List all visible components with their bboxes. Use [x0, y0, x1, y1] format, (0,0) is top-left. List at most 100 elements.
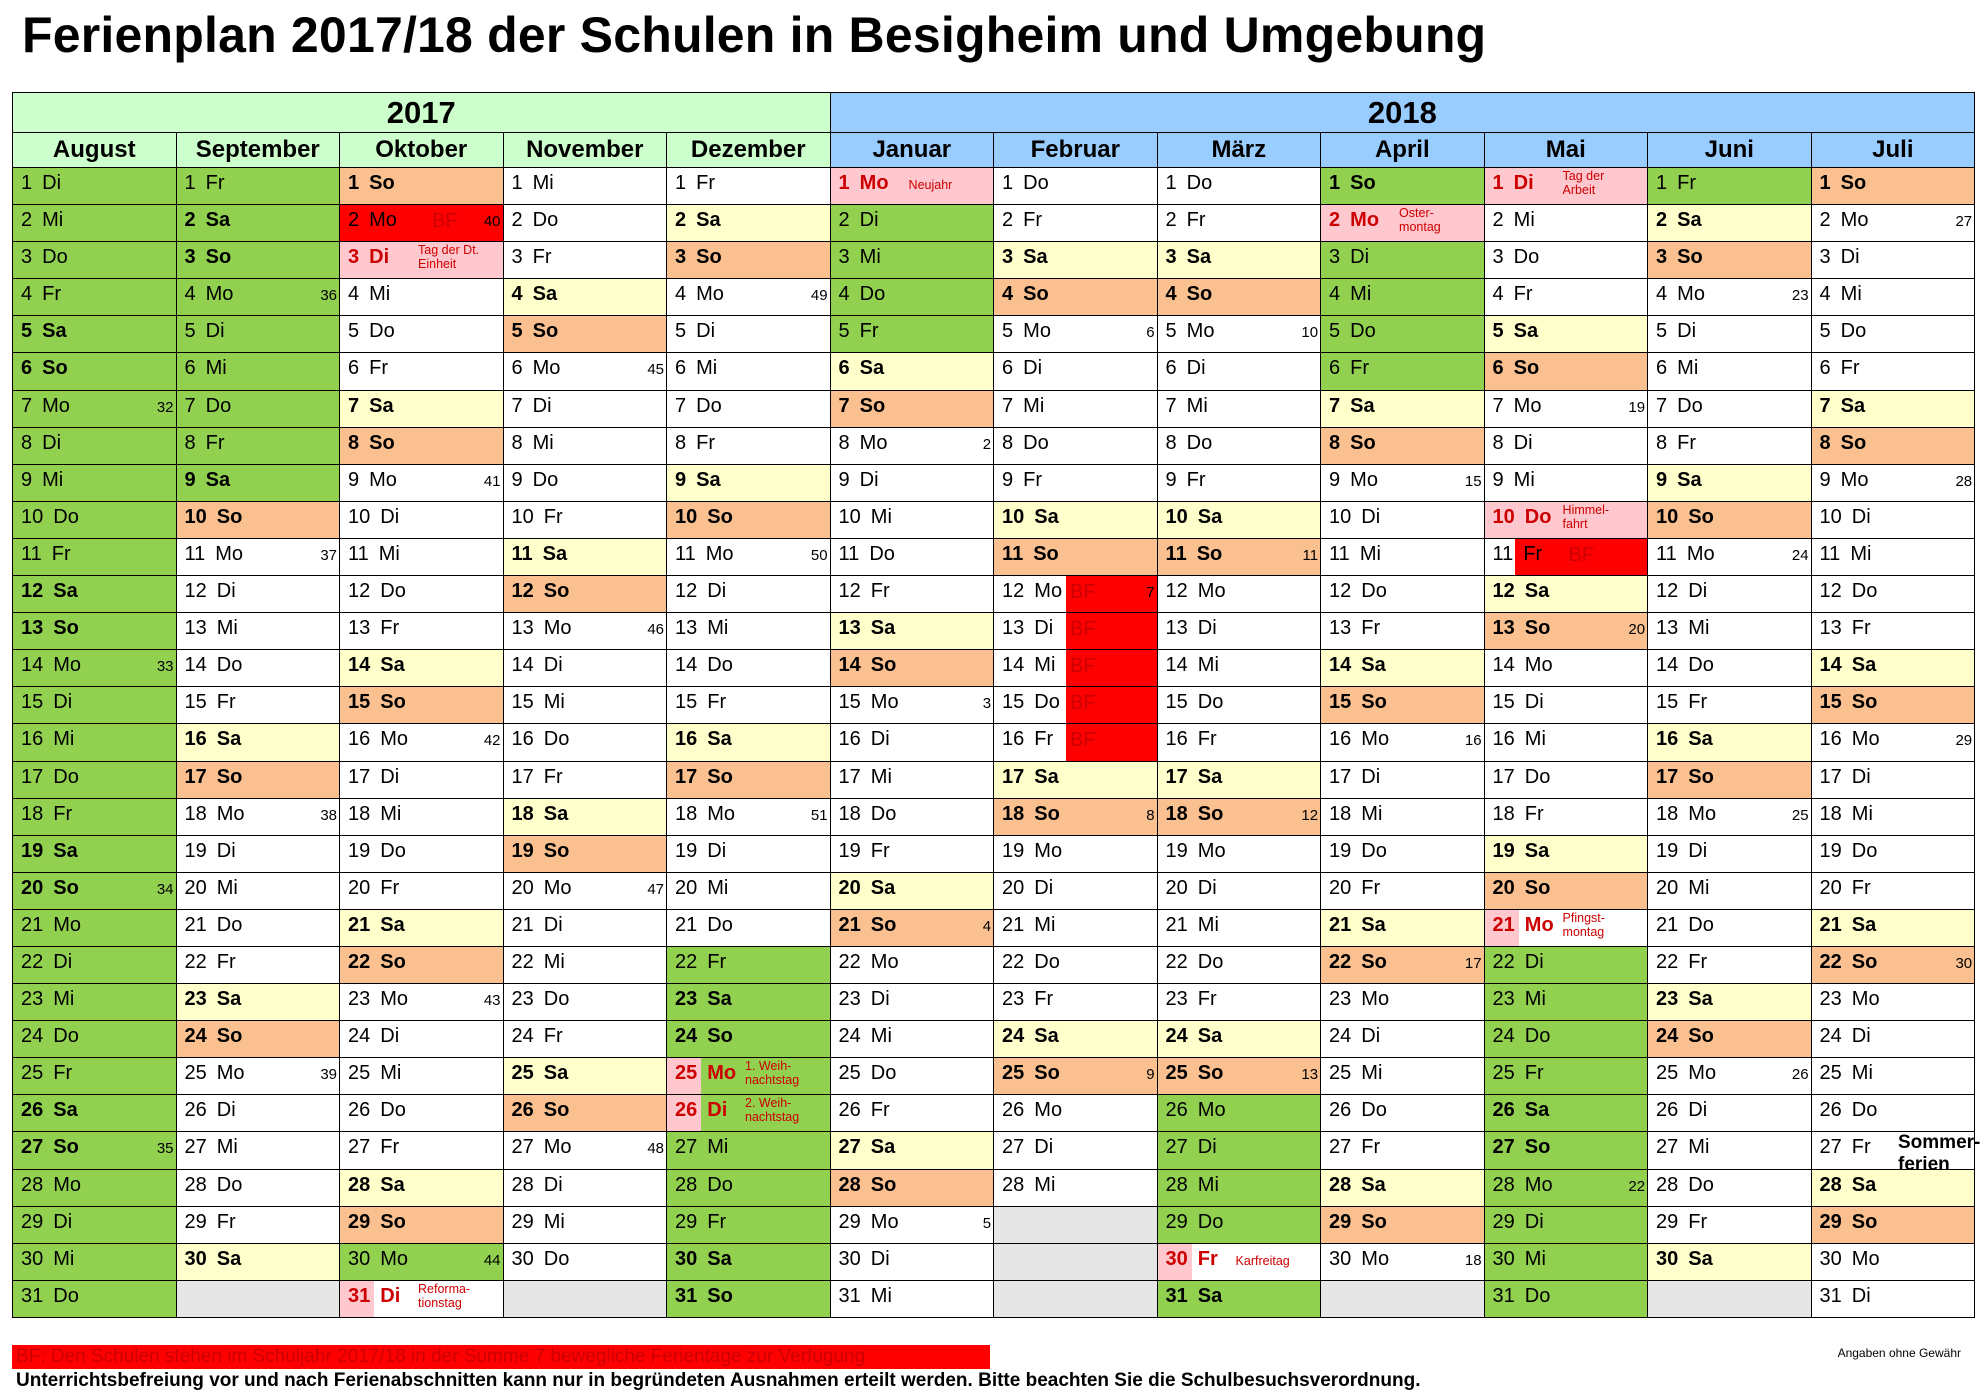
day-label: 11 So — [1002, 542, 1059, 565]
day-label: 18 Mo — [675, 802, 736, 825]
day-cell: 19 Mo — [993, 834, 1158, 873]
week-number: 23 — [1791, 287, 1809, 305]
day-cell: 12 Sa — [12, 575, 177, 614]
day-label: 7 Sa — [1329, 394, 1375, 417]
day-label: 13 So — [1492, 617, 1551, 640]
day-cell: 15 So — [1810, 686, 1976, 725]
day-label: 10 Di — [1329, 505, 1381, 528]
day-label: 13 Di — [1165, 617, 1217, 640]
week-number: 37 — [320, 546, 337, 564]
holiday-note: Karfreitag — [1235, 1253, 1290, 1268]
week-number: 35 — [156, 1140, 174, 1158]
day-cell: 29 Mi — [502, 1205, 667, 1244]
day-label: 1 Di — [21, 172, 62, 194]
day-label: 9 Sa — [675, 468, 721, 491]
day-label: 11 Mi — [1819, 542, 1872, 565]
day-label: 30 Fr — [1165, 1247, 1218, 1270]
day-cell: 15 Fr — [175, 686, 340, 725]
day-label: 13 Mi — [675, 617, 729, 640]
day-label: 12 Di — [1656, 580, 1708, 603]
day-label: 14 Sa — [348, 654, 405, 677]
week-number: 34 — [156, 880, 174, 898]
day-label: 11 Sa — [511, 542, 568, 565]
day-cell: 23 Mo 43 — [339, 983, 504, 1022]
day-label: 12 Di — [184, 580, 236, 603]
day-cell: 1 So — [1320, 166, 1485, 206]
empty-cell — [1647, 1279, 1812, 1318]
day-label: 28 Sa — [348, 1173, 405, 1196]
day-cell: 27 Mo 48 — [502, 1131, 667, 1170]
day-label: 14 So — [838, 654, 897, 677]
day-label: 6 So — [1492, 357, 1540, 380]
day-cell: 24 Di — [1810, 1020, 1976, 1059]
day-label: 17 So — [1656, 765, 1714, 788]
day-cell: 21 Do — [175, 908, 340, 947]
day-label: 20 Fr — [348, 876, 400, 899]
day-cell: 21 Sa — [1810, 908, 1976, 947]
day-label: 21 Do — [675, 913, 733, 936]
day-cell: 14 Do — [666, 649, 831, 688]
day-label: 8 Mo — [838, 431, 888, 454]
week-number: 19 — [1628, 398, 1646, 416]
day-label: 18 Mo — [184, 802, 245, 825]
day-cell: 13 Fr — [1320, 612, 1485, 651]
day-label: 24 Di — [348, 1025, 400, 1048]
day-label: 2 Mi — [21, 209, 64, 232]
day-cell: 1 Mo Neujahr — [829, 166, 995, 206]
week-number: 24 — [1791, 546, 1809, 564]
day-cell: 4 Fr — [1483, 278, 1649, 317]
day-label: 5 Do — [1819, 320, 1867, 343]
day-cell: 30 Do — [502, 1242, 667, 1281]
day-label: 22 So — [1329, 950, 1387, 973]
day-cell: 12 Mo — [1156, 575, 1322, 614]
day-label: 17 Sa — [1002, 765, 1059, 788]
day-label: 3 Di — [1819, 246, 1860, 269]
day-label: 16 Fr — [1165, 728, 1217, 751]
day-cell: 24 Do — [12, 1020, 177, 1059]
week-number: 39 — [320, 1066, 337, 1084]
day-label: 22 Di — [21, 950, 73, 973]
day-cell: 8 Fr — [175, 426, 340, 465]
day-cell: 4 Mo 36 — [175, 278, 340, 317]
day-label: 26 Do — [348, 1099, 406, 1122]
day-cell: 9 Do — [502, 463, 667, 502]
day-row: 12 Sa 12 Di 12 Do 12 So 12 Di 12 Fr BF 12 Mo 7 12 Mo 12 Do 1… — [12, 575, 1976, 614]
day-cell: 29 Fr — [666, 1205, 831, 1244]
day-label: 6 Di — [1165, 357, 1206, 380]
day-cell: 17 Sa — [1156, 760, 1322, 799]
day-label: 16 Do — [511, 728, 570, 751]
day-label: 29 Mi — [511, 1210, 565, 1233]
week-number: 45 — [647, 361, 664, 379]
day-label: 11 Mi — [1329, 542, 1381, 565]
day-label: 3 Di — [348, 246, 390, 269]
day-label: 12 Fr — [838, 580, 890, 603]
day-label: 7 So — [838, 394, 886, 417]
day-row: 9 Mi 9 Sa 9 Mo 41 9 Do 9 Sa 9 Di 9 Fr 9 Fr 9 Mo 15 9 Mi 9 Sa 9 Mo… — [12, 463, 1976, 502]
day-cell: 26 Sa — [12, 1094, 177, 1133]
week-number: 17 — [1464, 954, 1482, 972]
day-cell: 20 Mi — [1647, 871, 1812, 910]
week-number: 48 — [647, 1140, 664, 1158]
day-label: 30 Mi — [1492, 1247, 1546, 1270]
day-cell: 25 Do — [829, 1057, 995, 1096]
day-cell: 8 So — [1320, 426, 1485, 465]
day-row: 15 Di 15 Fr 15 So 15 Mi 15 Fr 15 Mo 3 BF 15 Do 15 Do 15 So 1… — [12, 686, 1976, 725]
day-cell: 14 Do — [1647, 649, 1812, 688]
day-cell: 1 Fr — [666, 166, 831, 206]
day-label: 28 Do — [675, 1173, 733, 1196]
day-cell: 18 Mi — [1810, 797, 1976, 836]
day-cell: 24 Mi — [829, 1020, 995, 1059]
day-cell: 13 Di — [1156, 612, 1322, 651]
day-cell: 7 Do — [175, 389, 340, 428]
day-label: 15 Di — [21, 691, 73, 714]
day-cell: 12 So — [502, 575, 667, 614]
day-cell: 11 Do — [829, 537, 995, 577]
day-label: 5 Di — [675, 320, 716, 343]
day-cell: 30 Fr Karfreitag — [1156, 1242, 1322, 1281]
day-cell: 4 So — [1156, 278, 1322, 317]
day-label: 25 So — [1165, 1062, 1224, 1085]
day-row: 30 Mi 30 Sa 30 Mo 44 30 Do 30 Sa 30 Di 30 Fr Karfreitag… — [12, 1242, 1976, 1281]
day-label: 24 Do — [21, 1025, 79, 1048]
day-cell: 27 Mi — [175, 1131, 340, 1170]
day-cell: 2 Sa — [1647, 204, 1812, 243]
